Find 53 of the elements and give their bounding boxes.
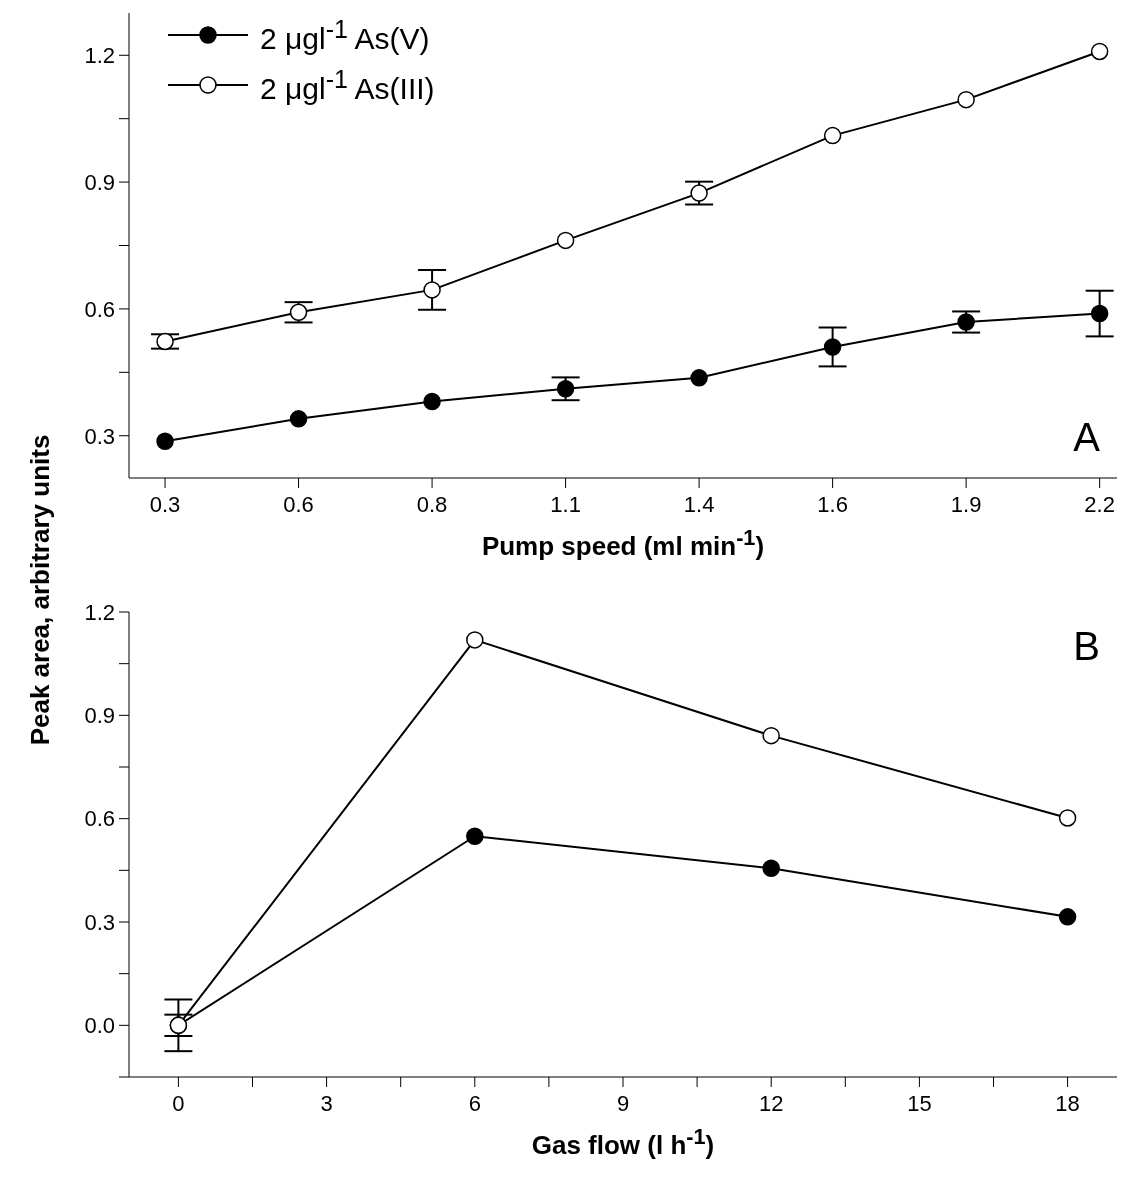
point [556,231,575,250]
point [690,184,708,202]
point [289,303,308,322]
legend-label: 2 μgl$^{-1}$ As(III) [260,64,435,106]
x-tick-label: 1.9 [950,491,982,517]
y-tick-label: 0.3 [84,909,115,935]
point [466,827,484,845]
x-axis-title: Gas flow (l h$^{-1}$) [530,1124,716,1161]
x-axis-title: Pump speed (ml min$^{-1}$) [480,525,766,562]
x-tick-label: 0.6 [283,491,314,517]
y-axis-title: Peak area, arbitrary units [24,434,56,746]
y-tick-label: 0.9 [84,169,115,195]
y-tick-label: 0.0 [84,1013,115,1039]
x-tick-label: 3 [320,1090,333,1116]
point [423,392,441,411]
x-tick-label: 18 [1055,1090,1080,1116]
annotation: B [1073,624,1100,669]
x-tick-label: 6 [468,1090,481,1116]
x-tick-label: 0.8 [416,491,448,517]
point [156,432,174,450]
y-tick-label: 0.6 [84,806,115,832]
point [957,90,975,109]
point [1090,304,1109,323]
x-tick-label: 1.4 [683,491,715,517]
point [690,369,708,387]
y-tick-label: 1.2 [84,599,115,625]
annotation: A [1073,415,1100,460]
x-tick-label: 0 [172,1090,185,1116]
point [466,631,484,649]
x-tick-label: 2.2 [1084,491,1115,517]
point [556,380,575,398]
point [1058,809,1077,827]
y-tick-label: 1.2 [84,43,115,69]
x-tick-label: 9 [616,1090,630,1116]
point [762,859,780,878]
y-tick-label: 0.6 [84,296,115,322]
y-tick-label: 0.3 [84,423,115,449]
point [762,726,780,745]
point [1058,908,1077,926]
point [957,313,975,331]
point [823,126,842,145]
point [156,332,174,351]
x-tick-label: 0.3 [149,491,181,517]
x-tick-label: 12 [758,1090,784,1116]
x-tick-label: 1.1 [550,491,581,517]
point [289,410,308,428]
x-tick-label: 15 [907,1090,932,1116]
x-tick-label: 1.6 [817,491,848,517]
y-tick-label: 0.9 [84,703,115,729]
point [823,338,842,356]
legend-label: 2 μgl$^{-1}$ As(V) [260,14,430,56]
point [423,281,441,299]
point [1090,42,1109,61]
